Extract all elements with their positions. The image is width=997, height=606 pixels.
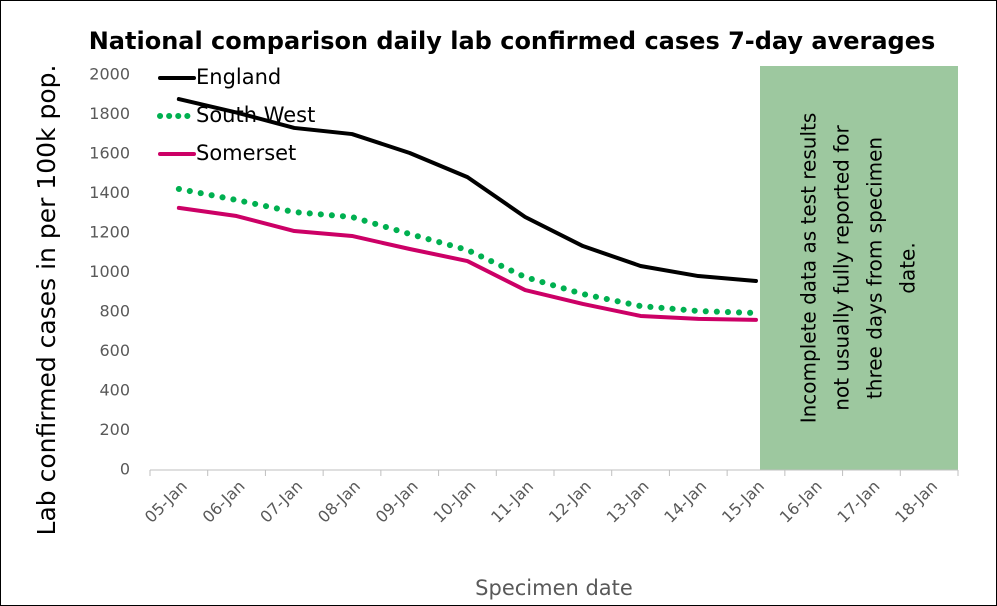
series-line: [176, 205, 758, 322]
y-tick-label: 400: [99, 381, 130, 400]
y-tick-label: 0: [120, 460, 130, 479]
y-tick-label: 200: [99, 420, 130, 439]
y-tick-label: 600: [99, 341, 130, 360]
y-tick-label: 2000: [89, 65, 130, 84]
series-line: [175, 185, 759, 316]
annotation-line: not usually fully reported for: [829, 125, 853, 411]
y-tick-label: 1800: [89, 104, 130, 123]
y-tick-label: 800: [99, 302, 130, 321]
y-tick-label: 1600: [89, 144, 130, 163]
y-tick-label: 1200: [89, 223, 130, 242]
y-axis-title: Lab confirmed cases in per 100k pop.: [32, 65, 61, 536]
y-tick-label: 1400: [89, 183, 130, 202]
chart-title: National comparison daily lab confirmed …: [89, 27, 936, 55]
annotation-text: Incomplete data as test results not usual…: [796, 113, 919, 424]
annotation-line: Incomplete data as test results: [796, 113, 820, 424]
annotation-line: date.: [895, 242, 919, 293]
annotation-box: [760, 66, 958, 470]
annotation-line: three days from specimen: [862, 137, 886, 399]
series-line: [176, 97, 758, 283]
y-tick-label: 1000: [89, 262, 130, 281]
legend-label: South West: [196, 103, 315, 127]
legend-label: Somerset: [196, 141, 296, 165]
x-axis-title: Specimen date: [475, 576, 633, 600]
legend-label: England: [196, 65, 281, 89]
